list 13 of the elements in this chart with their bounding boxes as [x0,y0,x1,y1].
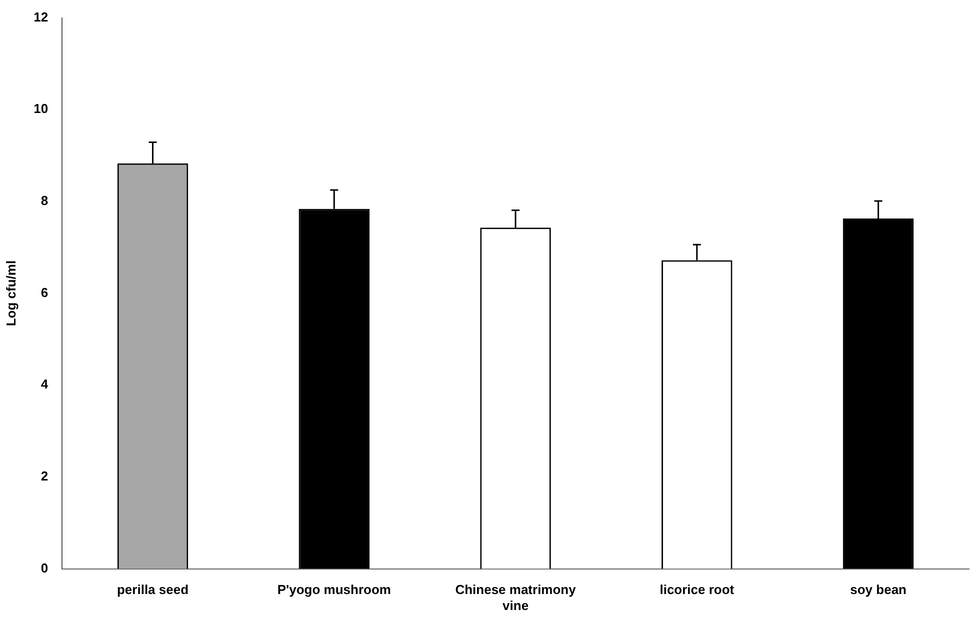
y-tick-label: 10 [34,101,48,116]
x-tick-label: Chinese matrimony vine [455,582,577,613]
y-tick-label: 12 [34,9,48,24]
x-tick-label: P'yogo mushroom [277,582,391,598]
y-tick-label: 2 [40,468,48,484]
y-tick-label: 0 [40,560,48,576]
y-tick-label: 4 [40,376,49,392]
x-tick-label: licorice root [660,582,735,598]
y-axis-title: Log cfu/ml [3,260,18,326]
y-tick-label: 8 [40,193,48,208]
y-tick-label: 6 [40,284,48,300]
x-tick-label: soy bean [850,582,907,598]
x-tick-label: perilla seed [116,582,189,598]
